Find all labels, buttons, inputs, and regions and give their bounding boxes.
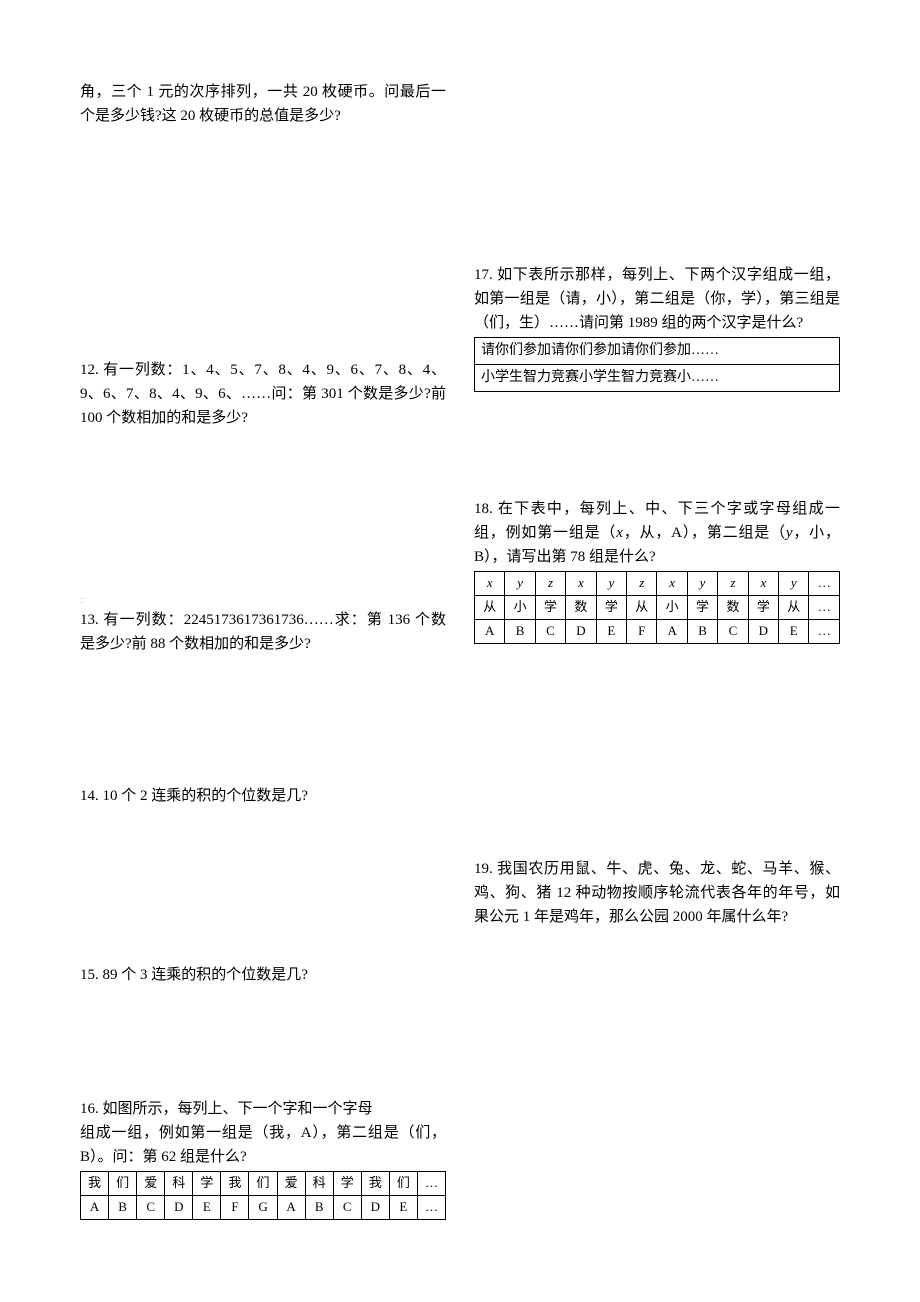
table-q18: xyzxyzxyzxy… 从小学数学从小学数学从… ABCDEFABCDE… bbox=[474, 571, 840, 644]
q18-var-x: x bbox=[616, 525, 623, 541]
table-row: 小学生智力竞赛小学生智力竞赛小…… bbox=[475, 364, 840, 391]
q19: 19. 我国农历用鼠、牛、虎、兔、龙、蛇、马羊、猴、鸡、狗、猪 12 种动物按顺… bbox=[474, 857, 840, 929]
table-row: ABCDEFGABCDE… bbox=[81, 1195, 446, 1219]
q14: 14. 10 个 2 连乘的积的个位数是几? bbox=[80, 784, 446, 808]
table-row: ABCDEFABCDE… bbox=[475, 619, 840, 643]
spacer bbox=[474, 392, 840, 497]
q16-continuation: 组成一组，例如第一组是（我，A），第二组是（们，B）。问：第 62 组是什么? bbox=[80, 1121, 446, 1169]
q17: 17. 如下表所示那样，每列上、下两个汉字组成一组，如第一组是（请，小），第二组… bbox=[474, 263, 840, 335]
q18-var-y: y bbox=[786, 525, 793, 541]
spacer bbox=[80, 656, 446, 784]
q13: 13. 有一列数：2245173617361736……求：第 136 个数是多少… bbox=[80, 608, 446, 656]
spacer bbox=[80, 430, 446, 608]
spacer bbox=[474, 644, 840, 857]
spacer bbox=[80, 128, 446, 358]
table-row: 请你们参加请你们参加请你们参加…… bbox=[475, 337, 840, 364]
q11-continuation: 角，三个 1 元的次序排列，一共 20 枚硬币。问最后一个是多少钱?这 20 枚… bbox=[80, 80, 446, 128]
table-q16: 我们爱科学我们爱科学我们… ABCDEFGABCDE… bbox=[80, 1171, 446, 1220]
table-row: xyzxyzxyzxy… bbox=[475, 572, 840, 596]
q16: 16. 如图所示，每列上、下一个字和一个字母 bbox=[80, 1097, 446, 1121]
table-row: 从小学数学从小学数学从… bbox=[475, 596, 840, 620]
spacer bbox=[80, 808, 446, 963]
q12: 12. 有一列数：1、4、5、7、8、4、9、6、7、8、4、9、6、7、8、4… bbox=[80, 358, 446, 430]
table-row: 我们爱科学我们爱科学我们… bbox=[81, 1172, 446, 1196]
table-q17: 请你们参加请你们参加请你们参加…… 小学生智力竞赛小学生智力竞赛小…… bbox=[474, 337, 840, 392]
spacer bbox=[80, 987, 446, 1097]
q15: 15. 89 个 3 连乘的积的个位数是几? bbox=[80, 963, 446, 987]
q18: 18. 在下表中，每列上、中、下三个字或字母组成一组，例如第一组是（x，从，A）… bbox=[474, 497, 840, 569]
q18-text-b: ，从，A），第二组是（ bbox=[623, 525, 786, 541]
watermark: :: bbox=[80, 595, 85, 605]
